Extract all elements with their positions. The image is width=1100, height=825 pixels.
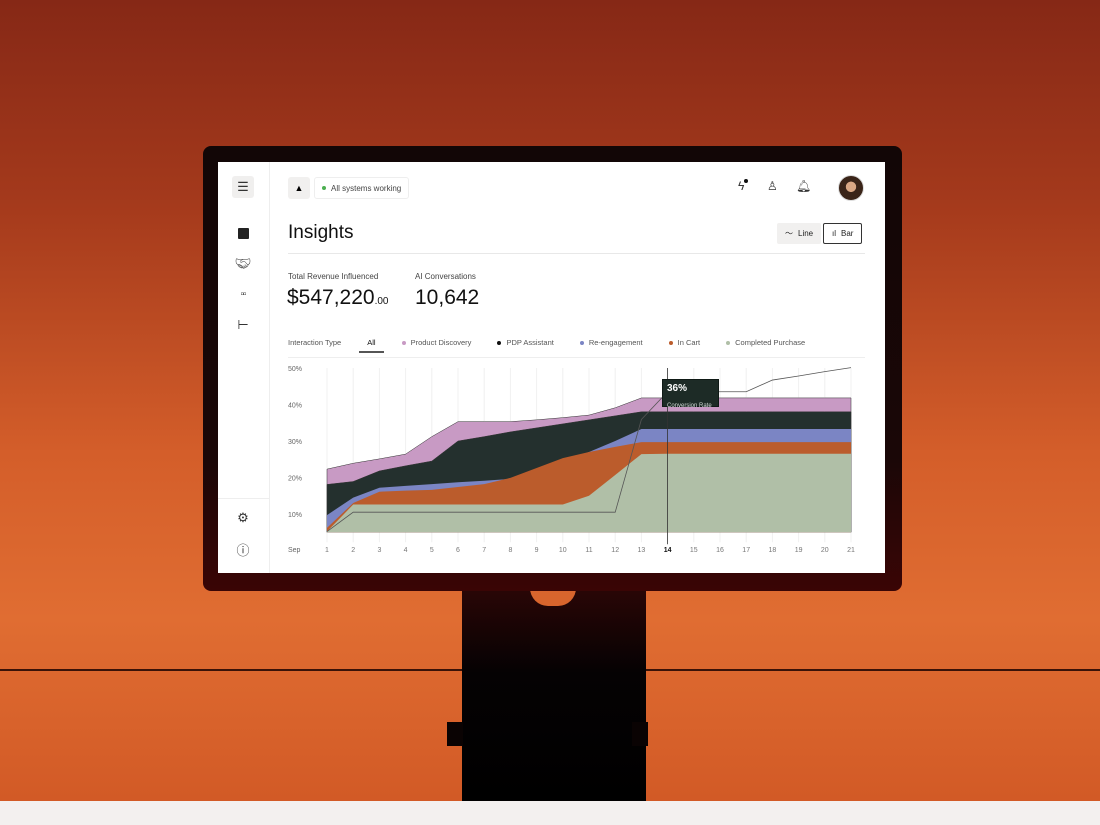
area-completed-purchase	[327, 453, 851, 533]
filter-tab[interactable]: PDP Assistant	[497, 338, 554, 347]
x-tick-label: 16	[716, 547, 724, 554]
line-view-button[interactable]: 〜 Line	[777, 223, 822, 244]
stand-notch	[530, 588, 576, 606]
x-axis-prefix: Sep	[288, 547, 301, 554]
status-text: All systems working	[331, 183, 402, 193]
x-tick-label: 20	[821, 547, 829, 554]
grid-icon[interactable]: ▫▫	[240, 288, 246, 300]
x-tick-label: 2	[351, 547, 355, 554]
line-label: Line	[798, 229, 814, 238]
bar-chart-icon: ıl	[832, 229, 836, 238]
page-title: Insights	[288, 222, 354, 243]
filter-tab-label: Product Discovery	[410, 338, 472, 347]
y-tick-label: 10%	[288, 512, 302, 519]
interaction-filters: Interaction Type All Product Discovery PD…	[288, 338, 831, 353]
x-tick-label: 10	[559, 547, 567, 554]
line-chart-icon: 〜	[785, 229, 793, 238]
x-tick-label: 6	[456, 547, 460, 554]
logo[interactable]: ▲	[288, 177, 310, 199]
bolt-icon[interactable]: ϟ	[738, 179, 749, 193]
tooltip-label: Conversion Rate	[667, 403, 712, 409]
bar-view-button[interactable]: ıl Bar	[823, 223, 863, 244]
conversations-label: AI Conversations	[415, 272, 476, 281]
chart-tooltip: 36% Conversion Rate	[662, 379, 719, 409]
x-tick-label: 14	[664, 547, 672, 554]
filter-label: Interaction Type	[288, 338, 342, 347]
x-tick-label: 18	[769, 547, 777, 554]
filter-tab[interactable]: Re-engagement	[579, 338, 643, 347]
conversion-chart: 10%20%30%40%50%Sep 1 2 3 4 5 6 7 8 9 10 11 12 13 14 15 1…	[288, 366, 855, 554]
x-tick-label: 19	[795, 547, 803, 554]
x-tick-label: 11	[585, 547, 592, 554]
x-tick-label: 7	[482, 547, 486, 554]
app-screen: ☰ 🤝︎ ▫▫ ⊢ ⚙ ⓘ ▲ All systems working ϟ ♙ …	[218, 162, 885, 573]
revenue-amount: $547,220	[287, 286, 375, 309]
menu-icon[interactable]: ☰	[232, 176, 254, 198]
bar-label: Bar	[841, 229, 854, 238]
add-user-icon[interactable]: ♙	[767, 179, 778, 193]
x-tick-label: 15	[690, 547, 698, 554]
status-dot-icon	[322, 186, 326, 190]
bottom-strip	[0, 801, 1100, 825]
help-icon[interactable]: ⓘ	[236, 542, 250, 558]
tooltip-value: 36%	[667, 383, 688, 394]
filter-divider	[288, 357, 865, 358]
x-tick-label: 3	[377, 547, 381, 554]
conversations-value: 10,642	[415, 286, 480, 309]
x-tick-label: 4	[404, 547, 408, 554]
x-tick-label: 12	[611, 547, 619, 554]
x-tick-label: 9	[535, 547, 539, 554]
filter-all-tab[interactable]: All	[358, 338, 385, 353]
legend-dot-icon	[726, 340, 731, 345]
legend-dot-icon	[579, 340, 584, 345]
filter-tab-label: Re-engagement	[588, 338, 643, 347]
y-tick-label: 30%	[288, 439, 302, 446]
filter-tab-label: PDP Assistant	[506, 338, 554, 347]
filter-tab[interactable]: Completed Purchase	[726, 338, 805, 347]
filter-tab[interactable]: Product Discovery	[401, 338, 472, 347]
conversion-rate-line	[326, 367, 852, 532]
x-tick-label: 5	[430, 547, 434, 554]
status-badge: All systems working	[314, 177, 410, 199]
x-tick-label: 17	[742, 547, 750, 554]
y-tick-label: 20%	[288, 476, 302, 483]
revenue-label: Total Revenue Influenced	[288, 272, 379, 281]
legend-dot-icon	[497, 340, 502, 345]
avatar[interactable]	[838, 175, 864, 201]
monitor-stand	[462, 588, 646, 801]
gear-icon[interactable]: ⚙	[237, 510, 249, 525]
x-tick-label: 21	[847, 547, 855, 554]
legend-dot-icon	[401, 340, 406, 345]
filter-tab[interactable]: In Cart	[668, 338, 701, 347]
bell-icon[interactable]: 🔔︎	[796, 179, 812, 193]
x-tick-label: 13	[638, 547, 646, 554]
stand-clip	[447, 722, 463, 746]
revenue-value: $547,220.00	[287, 286, 389, 310]
filter-tab-label: Completed Purchase	[735, 338, 806, 347]
filter-tab-label: In Cart	[677, 338, 701, 347]
legend-dot-icon	[668, 340, 673, 345]
divider	[288, 253, 865, 254]
revenue-cents: .00	[374, 296, 389, 307]
sidebar: ☰ 🤝︎ ▫▫ ⊢ ⚙ ⓘ	[218, 162, 270, 573]
handshake-icon[interactable]: 🤝︎	[234, 256, 252, 271]
y-tick-label: 50%	[288, 366, 302, 373]
sidebar-divider	[218, 498, 270, 499]
flow-icon[interactable]: ⊢	[237, 317, 249, 332]
x-tick-label: 1	[325, 547, 329, 554]
stand-clip	[632, 722, 648, 746]
y-tick-label: 40%	[288, 403, 302, 410]
x-tick-label: 8	[508, 547, 512, 554]
bar-chart-icon[interactable]	[232, 222, 254, 244]
